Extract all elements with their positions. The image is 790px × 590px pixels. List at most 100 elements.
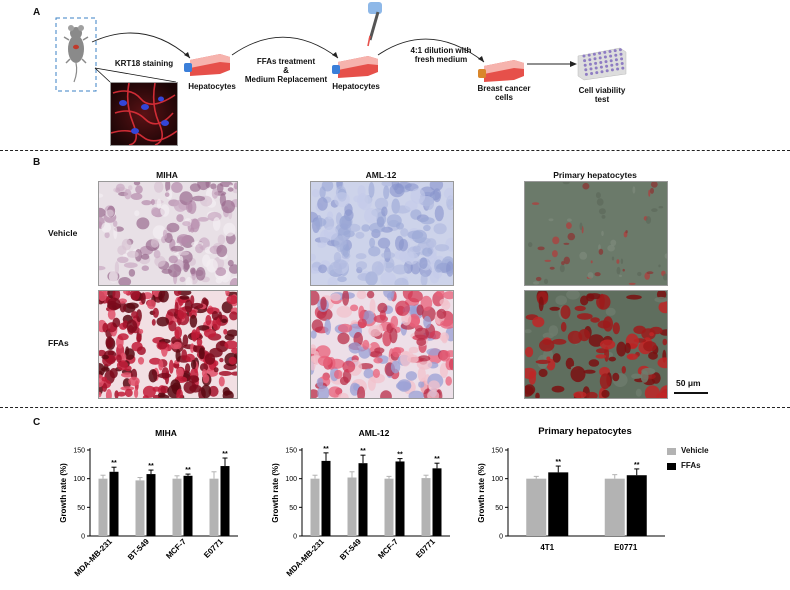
cell-blob [599,293,605,309]
cell-blob [181,349,188,361]
cell-blob [223,222,236,237]
cell-blob [101,367,110,372]
cell-blob [605,307,616,316]
cell-blob [616,259,620,264]
cell-blob [105,389,112,398]
cell-blob [211,188,219,199]
cell-blob [205,182,211,189]
cell-blob [342,360,356,373]
cell-blob [619,274,622,277]
significance-label: ** [556,459,562,466]
cell-blob [333,252,342,263]
cell-blob [427,390,440,398]
cell-blob [199,363,209,372]
cell-blob [213,367,219,373]
cell-blob [153,182,164,193]
cell-blob [176,388,183,398]
well-dot [590,72,594,75]
cell-blob [221,318,228,323]
cell-blob [138,329,144,334]
cell-blob [178,251,190,256]
cell-blob [418,381,425,388]
cell-blob [390,360,401,374]
cell-blob [154,255,166,267]
legend-label-ffas: FFAs [681,461,701,470]
cell-blob [381,206,388,217]
well-dot [603,55,607,59]
cell-blob [107,297,121,311]
cell-blob [190,267,196,275]
cell-blob [358,346,371,359]
bar-ffas [146,474,156,536]
viability-line-2: test [594,95,610,105]
well-dot [595,71,599,75]
scale-bar [674,392,708,394]
cell-blob [358,305,365,320]
cell-blob [203,328,217,338]
bar-ffas [432,468,442,536]
well-dot [610,63,614,67]
well-dot [605,64,609,68]
cell-blob [434,244,450,252]
cell-blob [174,301,179,315]
cell-blob [153,250,161,259]
cell-blob [222,390,234,398]
cell-blob [108,270,118,283]
cell-blob [221,200,235,214]
cell-blob [117,333,129,341]
y-tick-label: 0 [81,534,85,541]
cell-blob [566,222,572,229]
cell-blob [439,332,450,342]
cell-blob [549,266,555,270]
y-tick-label: 100 [73,476,85,483]
cell-blob [226,295,237,305]
chart-1: AML-12 0 50 100 150 Growth rate (%) ** MDA-MB-2… [271,428,450,578]
well-dot [592,52,596,56]
cell-blob [604,346,610,362]
bar-ffas [109,471,119,536]
cell-blob [635,388,642,397]
cell-blob [182,334,189,347]
legend-label-vehicle: Vehicle [681,446,709,455]
category-label: BT-549 [126,537,151,562]
cell-blob [170,379,181,391]
cell-blob [185,363,191,374]
cell-blob [215,277,223,284]
cell-blob [601,230,604,237]
cell-blob [311,319,324,333]
cell-blob [140,292,146,305]
cell-blob [548,218,554,222]
cell-blob [603,316,613,332]
cell-blob [539,339,555,352]
col-label-aml12: AML-12 [365,170,397,180]
y-axis-label: Growth rate (%) [271,463,280,523]
cell-blob [318,264,328,274]
cell-blob [208,385,219,397]
cell-blob [434,259,444,273]
cell-blob [369,298,376,315]
cell-blob [389,327,398,344]
cell-blob [124,388,133,397]
cell-blob [141,253,150,260]
category-label: MDA-MB-231 [285,537,327,579]
cell-blob [165,182,171,192]
cell-blob [175,349,181,362]
well-dot [583,63,587,67]
cell-blob [337,276,347,283]
cell-blob [101,376,108,382]
significance-label: ** [148,463,154,470]
cell-blob [123,291,129,295]
cell-blob [574,305,586,311]
cell-blob [531,202,540,205]
cell-blob [658,264,661,268]
cell-blob [408,306,419,312]
cell-blob [356,291,367,300]
cell-blob [439,350,451,362]
cell-blob [225,291,230,297]
cell-blob [99,391,102,398]
well-dot [587,53,591,57]
cell-blob [107,308,116,320]
cell-blob [205,314,212,326]
cell-blob [328,386,342,398]
cell-blob [389,183,405,198]
